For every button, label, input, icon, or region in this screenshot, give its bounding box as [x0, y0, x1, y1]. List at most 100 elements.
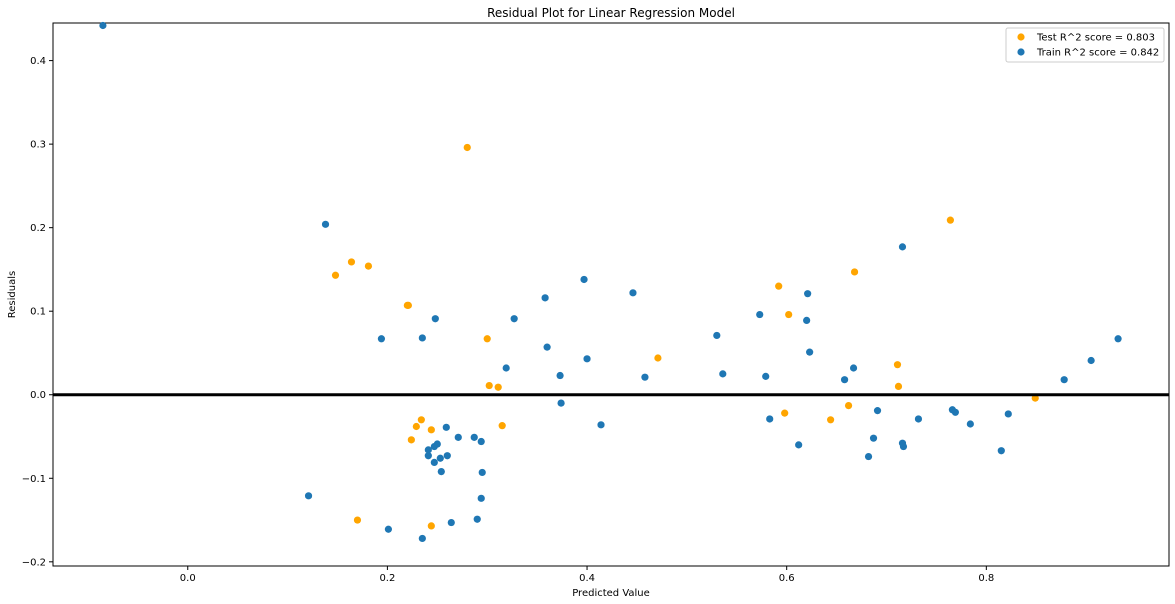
test-point: [894, 382, 903, 390]
train-point: [430, 458, 438, 467]
train-point: [1060, 376, 1068, 384]
train-point: [873, 407, 882, 415]
train-point: [762, 372, 770, 380]
legend-marker-train: [1017, 48, 1025, 56]
test-point: [775, 282, 783, 290]
test-point: [946, 216, 954, 224]
train-point: [304, 492, 313, 500]
x-tick-label: 0.6: [779, 573, 795, 584]
test-point: [781, 409, 789, 417]
train-point: [424, 446, 432, 454]
y-tick-label: 0.0: [30, 390, 46, 401]
train-point: [478, 468, 486, 477]
x-tick-label: 0.0: [180, 573, 196, 584]
train-point: [766, 415, 774, 423]
train-point: [447, 518, 455, 527]
test-point: [827, 416, 835, 424]
test-point: [353, 516, 362, 524]
train-point: [99, 21, 107, 30]
x-tick-label: 0.4: [579, 573, 595, 584]
train-point: [580, 275, 588, 284]
x-axis-ticks: 0.0 0.2 0.4 0.6 0.8: [180, 566, 994, 584]
train-point: [437, 468, 445, 476]
train-point: [966, 420, 974, 428]
y-axis-ticks: −0.2 −0.1 0.0 0.1 0.2 0.3 0.4: [22, 56, 53, 568]
train-point: [321, 220, 330, 228]
train-point: [849, 364, 858, 372]
x-tick-label: 0.8: [978, 573, 994, 584]
train-point: [803, 316, 811, 324]
test-point: [404, 301, 412, 309]
train-point: [756, 310, 764, 319]
train-point: [477, 437, 485, 446]
train-point: [473, 515, 481, 523]
train-point: [1114, 335, 1122, 343]
y-tick-label: 0.4: [30, 56, 46, 67]
test-point: [412, 422, 420, 431]
legend-marker-test: [1017, 33, 1025, 41]
train-point: [629, 289, 637, 297]
train-point: [431, 315, 439, 323]
train-point: [583, 355, 591, 363]
train-point: [443, 452, 451, 460]
train-point: [454, 433, 462, 441]
train-point: [557, 399, 565, 407]
train-point: [502, 364, 510, 372]
test-point: [364, 262, 373, 270]
train-point: [997, 447, 1005, 455]
train-point: [433, 440, 441, 448]
train-point: [869, 434, 878, 442]
test-point: [407, 436, 415, 444]
train-point: [914, 415, 923, 423]
train-point: [424, 452, 432, 460]
test-point: [483, 335, 491, 343]
train-point: [470, 433, 478, 441]
test-point: [498, 422, 506, 430]
train-point: [556, 371, 564, 380]
plot-area: [52, 22, 1170, 567]
test-point: [485, 381, 493, 390]
train-point: [541, 294, 549, 302]
test-point: [494, 383, 502, 391]
y-tick-label: −0.1: [22, 474, 46, 485]
test-point: [463, 143, 471, 152]
train-point: [418, 334, 426, 342]
test-point: [427, 426, 435, 434]
train-point: [1087, 356, 1095, 365]
y-axis-label: Residuals: [7, 271, 18, 318]
y-tick-label: 0.1: [30, 307, 46, 318]
train-point: [510, 315, 518, 323]
test-point: [331, 271, 340, 279]
test-point: [850, 268, 859, 276]
test-point: [347, 258, 356, 266]
test-point: [417, 416, 425, 424]
x-axis-label: Predicted Value: [572, 588, 650, 599]
train-point: [597, 421, 605, 429]
train-point: [719, 370, 727, 378]
test-point: [844, 402, 853, 410]
train-point: [899, 442, 908, 451]
legend-label-train: Train R^2 score = 0.842: [1036, 48, 1159, 59]
test-point: [785, 310, 793, 319]
train-point: [951, 408, 959, 416]
train-point: [795, 441, 803, 449]
train-point: [806, 348, 814, 356]
train-point: [442, 423, 450, 431]
legend: Test R^2 score = 0.803 Train R^2 score =…: [1005, 27, 1165, 63]
train-point: [384, 525, 392, 533]
train-point: [898, 243, 907, 251]
y-tick-label: 0.3: [30, 140, 46, 151]
train-point: [418, 534, 426, 543]
train-point: [543, 343, 551, 351]
train-point: [641, 373, 649, 381]
train-point: [377, 335, 386, 343]
legend-box: [1005, 27, 1165, 63]
x-tick-label: 0.2: [379, 573, 395, 584]
train-point: [1004, 410, 1012, 418]
y-tick-label: 0.2: [30, 223, 46, 234]
chart-title: Residual Plot for Linear Regression Mode…: [487, 6, 735, 20]
y-tick-label: −0.2: [22, 557, 46, 568]
legend-label-test: Test R^2 score = 0.803: [1036, 33, 1155, 44]
train-point: [713, 331, 721, 340]
